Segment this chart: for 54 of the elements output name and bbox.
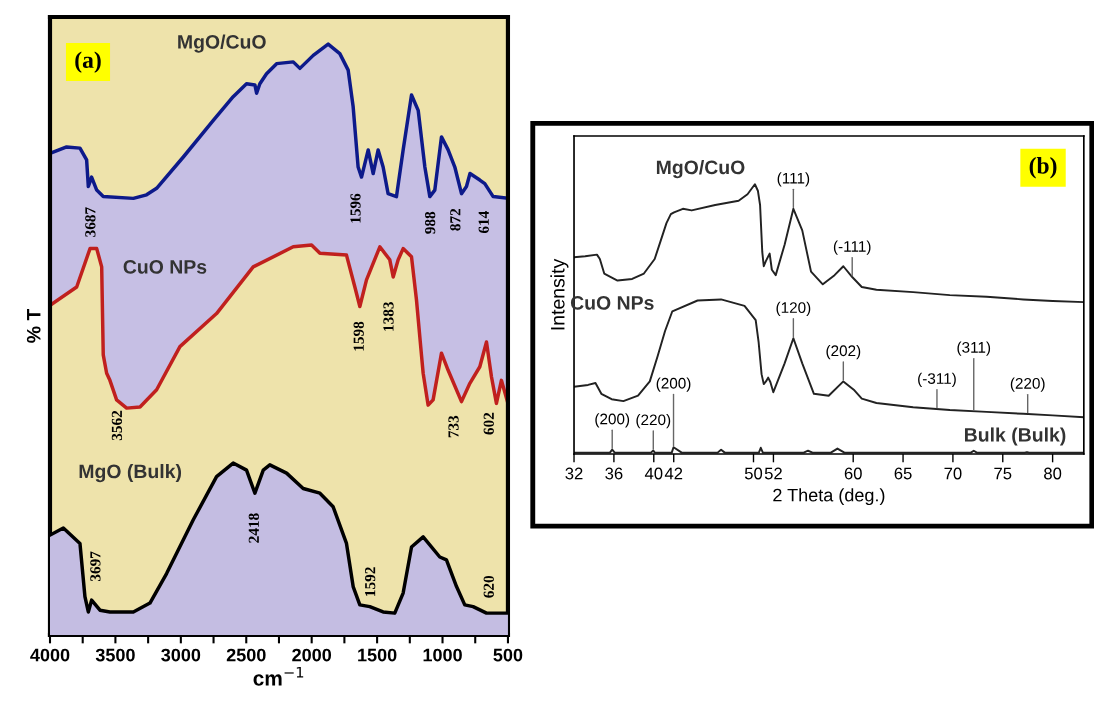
annotation: 872 xyxy=(450,208,461,231)
x-tick-label: 1000 xyxy=(423,648,462,662)
x-tick-label: 52 xyxy=(764,467,782,480)
annotation: 602 xyxy=(483,412,494,435)
x-tick-label: 80 xyxy=(1044,467,1062,480)
annotation: 620 xyxy=(483,575,494,598)
x-tick-label: 60 xyxy=(844,467,862,480)
annotation: (220) xyxy=(1010,377,1045,392)
annotation: 3562 xyxy=(111,410,123,441)
annotation: (120) xyxy=(776,301,811,317)
annotation: 2418 xyxy=(248,513,259,543)
annotation: (a) xyxy=(75,51,101,73)
annotation: 614 xyxy=(478,210,489,234)
annotation: 3697 xyxy=(90,551,101,582)
x-tick-label: 70 xyxy=(944,467,962,480)
series-label: CuO NPs xyxy=(123,259,207,274)
annotation: (-111) xyxy=(833,240,871,255)
x-tick-label: 40 xyxy=(644,467,663,480)
series-label: MgO (Bulk) xyxy=(79,463,182,483)
x-tick-label: 65 xyxy=(894,467,912,480)
x-tick-label: 2500 xyxy=(226,648,266,662)
series-label: MgO/CuO xyxy=(656,159,745,179)
x-tick-label: 32 xyxy=(565,467,583,480)
text: (b) xyxy=(1029,157,1057,179)
x-tick-label: 1500 xyxy=(358,648,397,662)
x-tick-label: 42 xyxy=(664,467,683,480)
x-axis-title: cm$^{−1}$ xyxy=(253,666,304,686)
annotation: (111) xyxy=(777,172,810,187)
x-tick-label: 3000 xyxy=(161,648,201,662)
y-axis-title: Intensity xyxy=(550,258,569,330)
y-axis-title: % T xyxy=(26,308,41,343)
x-tick-label: 4000 xyxy=(30,648,70,662)
annotation: (200) xyxy=(656,377,691,392)
x-axis-title: 2 Theta (deg.) xyxy=(773,488,885,506)
x-tick-label: 36 xyxy=(605,467,623,480)
x-tick-label: 500 xyxy=(493,648,523,662)
series-label: Bulk (Bulk) xyxy=(964,427,1066,446)
annotation: (202) xyxy=(826,344,861,360)
annotation: 1596 xyxy=(350,193,361,223)
x-tick-label: 50 xyxy=(744,467,763,480)
series-label: MgO/CuO xyxy=(178,34,266,53)
annotation: (220) xyxy=(636,414,671,429)
annotation: (200) xyxy=(595,413,630,428)
annotation: (311) xyxy=(957,341,991,356)
annotation: 733 xyxy=(448,415,459,438)
annotation: 988 xyxy=(424,211,436,234)
annotation: 3687 xyxy=(85,207,96,237)
x-tick-label: 2000 xyxy=(292,648,332,662)
annotation: 1598 xyxy=(353,321,364,351)
annotation: (-311) xyxy=(918,372,956,387)
annotation: 1383 xyxy=(383,301,394,331)
x-tick-label: 75 xyxy=(994,467,1012,480)
annotation: 1592 xyxy=(365,567,376,596)
x-tick-label: 3500 xyxy=(95,648,135,662)
